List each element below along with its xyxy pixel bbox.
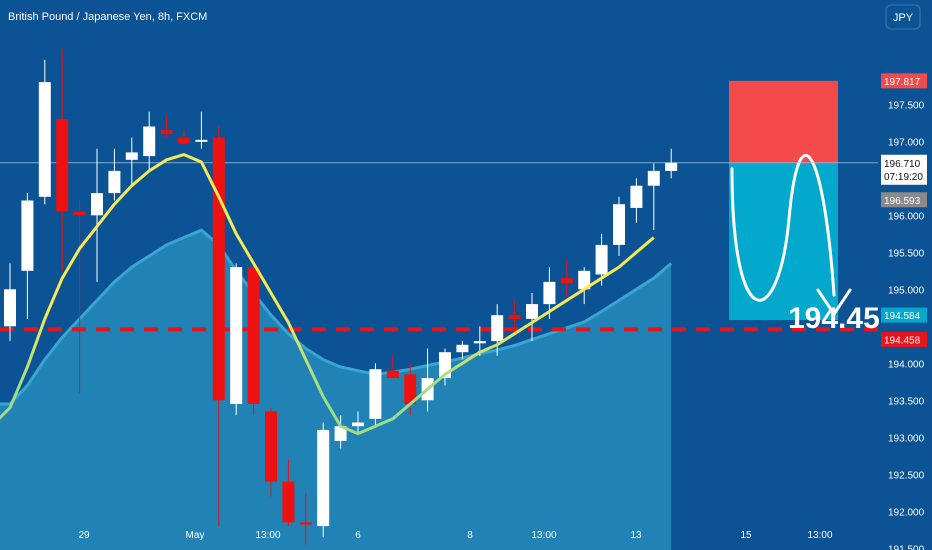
candle-body[interactable]: [21, 200, 34, 271]
y-tick-label: 195.000: [888, 285, 925, 296]
x-tick-label: 6: [355, 530, 361, 541]
candle-body[interactable]: [647, 170, 660, 186]
x-tick-label: 8: [467, 530, 473, 541]
candle-body[interactable]: [143, 126, 156, 157]
candle-body[interactable]: [404, 374, 417, 404]
candle-body[interactable]: [160, 130, 173, 134]
candle-body[interactable]: [265, 411, 277, 482]
candle-body[interactable]: [334, 426, 347, 441]
ma-area-fill: [0, 230, 672, 550]
candle-body[interactable]: [178, 137, 190, 144]
countdown-tag: 07:19:20: [884, 172, 923, 183]
candle-body[interactable]: [212, 137, 225, 401]
candle-body[interactable]: [508, 315, 521, 319]
currency-badge[interactable]: JPY: [885, 4, 921, 30]
candle-body[interactable]: [613, 204, 625, 245]
y-tick-label: 195.500: [888, 248, 925, 259]
candle-body[interactable]: [91, 193, 103, 216]
target-annotation: 194.45: [788, 302, 880, 335]
y-tick-label: 191.500: [888, 544, 925, 550]
x-tick-label: 13: [630, 530, 642, 541]
stop-loss-zone[interactable]: [729, 80, 838, 163]
candle-body[interactable]: [369, 369, 382, 419]
candle-body[interactable]: [386, 370, 399, 379]
candle-body[interactable]: [595, 244, 608, 275]
y-tick-label: 193.000: [888, 433, 925, 444]
target-price-tag-bg: [881, 307, 927, 323]
y-tick-label: 192.000: [888, 507, 925, 518]
ma-price-tag: 196.593: [884, 196, 921, 207]
price-tags-layer: 197.817 196.710 07:19:20 196.593 194.584 194.…: [881, 73, 927, 347]
currency-badge-label: JPY: [893, 12, 914, 24]
axes-layer: 197.500 197.000 196.000 195.500 195.000 194.0…: [78, 100, 924, 550]
candle-body[interactable]: [56, 119, 69, 212]
projection-arrowhead: [816, 288, 852, 316]
candle-body[interactable]: [4, 289, 16, 327]
current-price-tag-bg: [881, 154, 927, 185]
candle-body[interactable]: [230, 267, 243, 404]
candle-body[interactable]: [560, 278, 573, 284]
x-tick-label: 13:00: [255, 530, 280, 541]
candle-body[interactable]: [526, 304, 538, 319]
candle-body[interactable]: [491, 315, 504, 342]
y-tick-label: 197.500: [888, 100, 925, 111]
stop-price-tag-bg: [881, 73, 927, 89]
candle-body[interactable]: [665, 162, 678, 171]
candle-body[interactable]: [247, 267, 260, 404]
y-tick-label: 193.500: [888, 396, 925, 407]
chart-title: British Pound / Japanese Yen, 8h, FXCM: [8, 11, 207, 23]
y-tick-label: 197.000: [888, 137, 925, 148]
y-tick-label: 196.000: [888, 211, 925, 222]
x-tick-label: 29: [78, 530, 90, 541]
candle-body[interactable]: [38, 82, 51, 197]
candle-body[interactable]: [73, 211, 86, 216]
projection-path: [730, 153, 836, 302]
horizontal-level-layer: [0, 162, 878, 332]
target-price-tag: 194.584: [884, 311, 921, 322]
stop-price-tag: 197.817: [884, 77, 921, 88]
candle-body[interactable]: [473, 341, 486, 344]
ma-price-tag-bg: [881, 192, 927, 208]
candle-body[interactable]: [352, 422, 364, 427]
candle-body[interactable]: [195, 139, 208, 142]
y-tick-label: 192.500: [888, 470, 925, 481]
x-tick-label: 13:00: [531, 530, 556, 541]
candle-body[interactable]: [282, 481, 295, 523]
candle-body[interactable]: [299, 522, 312, 525]
y-tick-label: 194.000: [888, 359, 925, 370]
ma-area-layer: [0, 228, 673, 550]
candle-body[interactable]: [108, 170, 121, 194]
candle-body[interactable]: [543, 281, 556, 305]
current-price-tag: 196.710: [884, 159, 921, 170]
level-price-tag-bg: [881, 331, 927, 347]
x-tick-label: 13:00: [807, 530, 832, 541]
x-tick-label: May: [186, 530, 205, 541]
x-tick-label: 15: [740, 530, 752, 541]
level-price-tag: 194.458: [884, 335, 921, 346]
candle-body[interactable]: [456, 344, 469, 353]
candle-body[interactable]: [578, 270, 591, 290]
candle-body[interactable]: [125, 152, 138, 160]
ma-line-layer: [0, 153, 655, 436]
short-position-tool[interactable]: [729, 80, 852, 321]
moving-average-line: [0, 153, 655, 436]
candle-body[interactable]: [630, 185, 643, 208]
candle-body[interactable]: [317, 429, 330, 527]
